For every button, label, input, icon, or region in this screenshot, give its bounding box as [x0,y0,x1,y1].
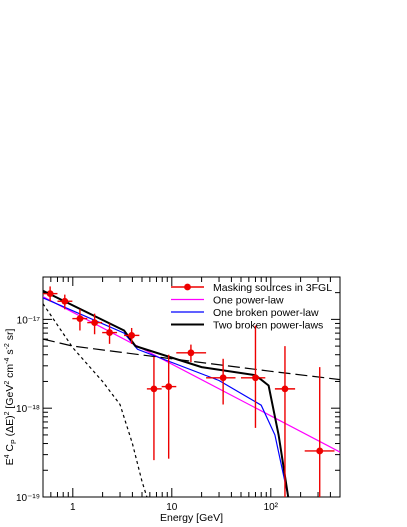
data-marker [106,329,113,336]
series-line-two-broken-power-laws [43,289,290,497]
data-marker [128,332,136,339]
legend-label: One broken power-law [213,307,319,319]
y-axis-label: E4 CP (ΔE)2 [GeV2 cm-4 s-2 sr] [4,329,18,466]
legend-entry: Two broken power-laws [171,319,323,331]
y-axis-label-prefix: E [4,458,16,465]
y-axis-label-cm: cm [4,364,16,381]
x-axis-label: Energy [GeV] [160,512,223,524]
y-axis-label-sup3: 2 [4,381,11,385]
series-line-one-broken-power-law [43,297,289,497]
x-tick-label: 10² [264,502,279,513]
plot-frame [42,276,341,498]
data-point [304,367,335,497]
y-axis-label-sup: 4 [4,454,11,458]
x-tick-label: 10 [166,502,178,513]
data-marker [316,447,324,455]
data-point [102,323,118,344]
y-axis-label-s: s [4,349,16,357]
model-component-long [43,338,340,381]
legend-label: Masking sources in 3FGL [213,282,332,294]
y-tick-label: 10⁻¹⁸ [16,404,40,415]
y-tick-label: 10⁻¹⁹ [16,493,40,504]
y-axis-label-sub: P [11,439,18,444]
data-marker [150,385,158,393]
data-point [146,356,162,461]
data-point [206,358,236,405]
legend-label: One power-law [213,294,284,306]
data-point [176,344,207,363]
y-axis-label-c: C [4,444,16,455]
data-marker [281,385,289,393]
y-axis-label-rest: (ΔE) [4,415,16,439]
data-point [241,325,266,428]
x-tick-label: 1 [70,502,76,513]
data-marker [187,349,195,357]
data-point [72,309,88,331]
data-marker [46,290,54,298]
y-axis-label-sr: sr] [4,329,16,344]
data-point [57,294,73,310]
model-component-short [43,303,148,497]
plot-frame-group [42,276,341,498]
data-point [87,313,103,335]
legend-swatch-marker [184,283,191,291]
data-point [274,346,296,497]
legend-entry: One power-law [171,294,284,306]
legend-entry: Masking sources in 3FGL [171,282,332,294]
data-points [43,286,335,497]
data-marker [252,374,259,382]
data-marker [219,374,227,382]
data-point [161,354,177,459]
legend-entry: One broken power-law [171,307,319,319]
y-tick-label: 10⁻¹⁷ [17,315,41,326]
data-marker [61,297,69,305]
data-point [43,286,58,302]
y-axis-label-sup4: -4 [4,357,11,363]
y-axis-label-units: [GeV [4,385,16,412]
model-curves [43,289,340,497]
y-axis-label-sup5: -2 [4,343,11,349]
data-marker [165,383,173,391]
axis-ticks: 1 10 10² 10⁻¹⁷ 10⁻¹⁸ 10⁻¹⁹ [16,276,341,513]
legend-label: Two broken power-laws [213,319,323,331]
data-marker [76,315,84,323]
data-marker [91,319,98,326]
y-axis-label-sup2: 2 [4,411,11,415]
data-point [124,327,140,344]
